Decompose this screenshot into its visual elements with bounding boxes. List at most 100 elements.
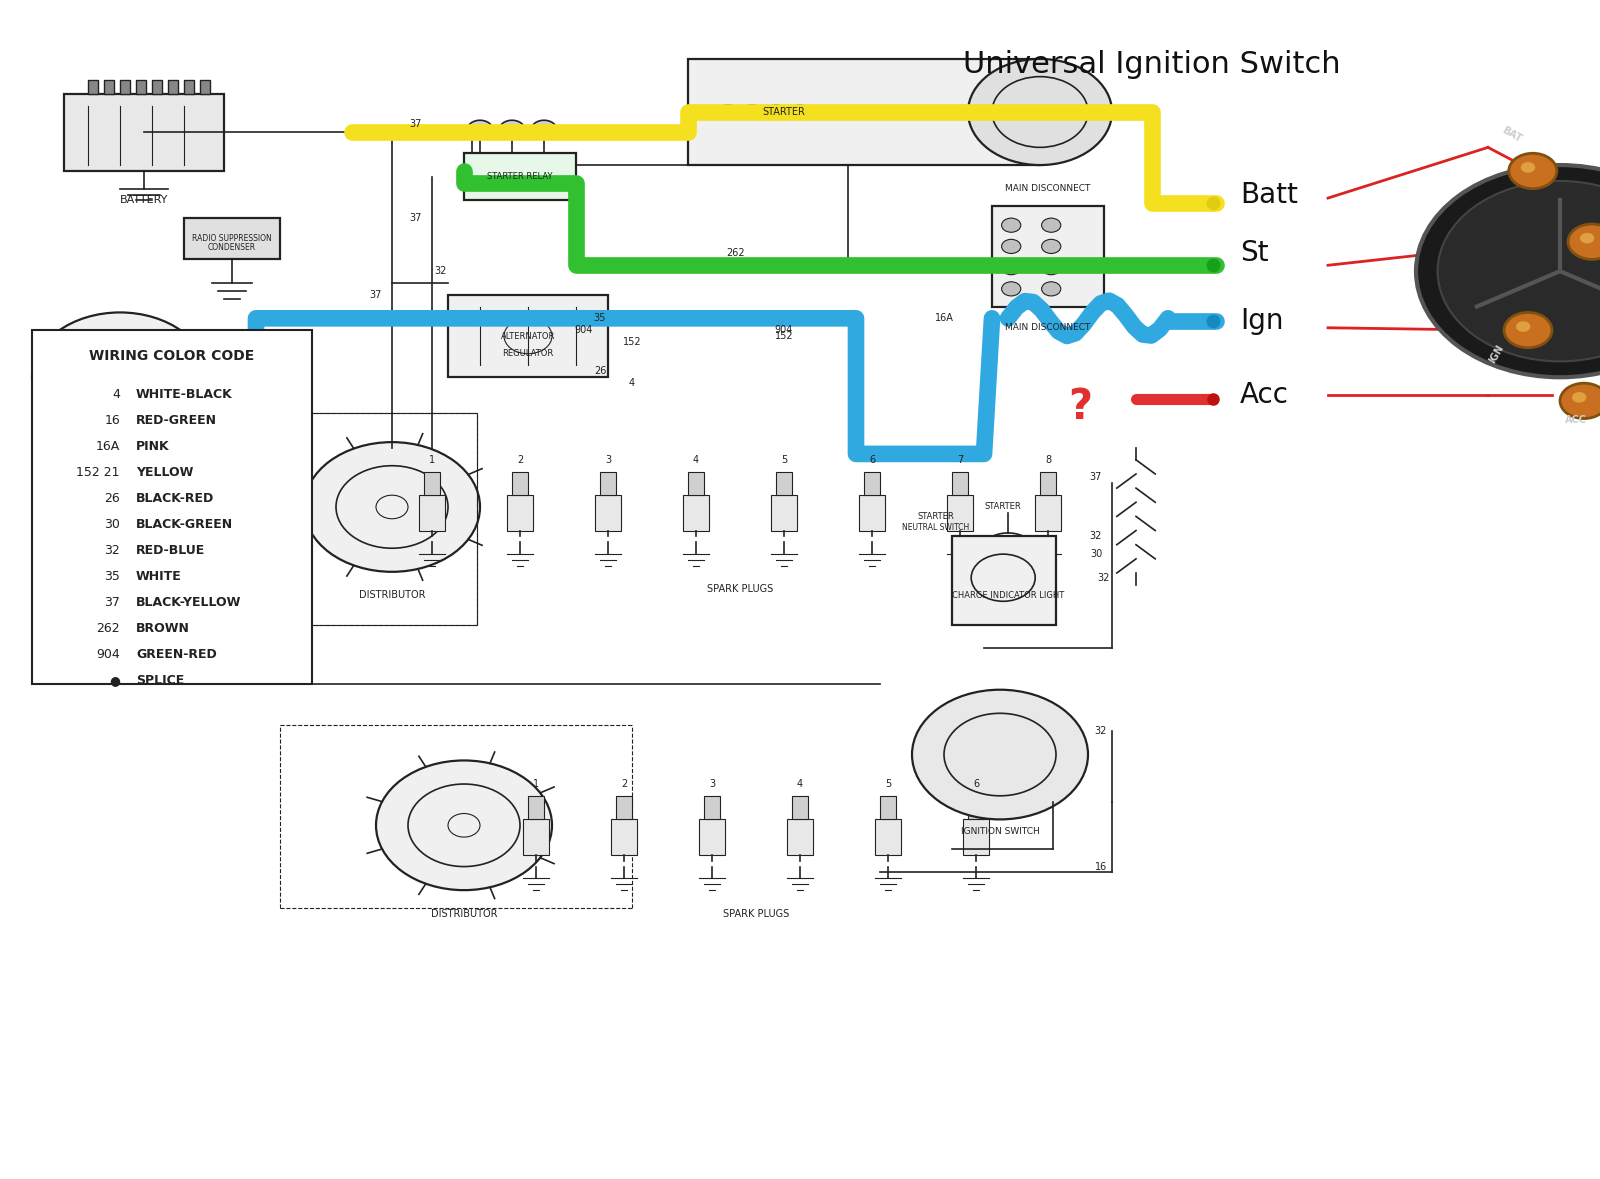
Text: 37: 37: [104, 595, 120, 610]
Circle shape: [1571, 391, 1587, 403]
Text: 262: 262: [726, 249, 746, 258]
Text: ●: ●: [109, 673, 120, 687]
Text: 16: 16: [1094, 862, 1107, 871]
Bar: [152, 80, 162, 94]
Text: 1: 1: [429, 455, 435, 465]
Text: St: St: [1240, 239, 1269, 268]
Text: STARTER: STARTER: [918, 512, 954, 521]
Text: STARTER: STARTER: [986, 502, 1021, 512]
Bar: [704, 796, 720, 819]
Text: 152: 152: [622, 337, 642, 347]
Text: 5: 5: [885, 779, 891, 789]
Text: STARTER RELAY: STARTER RELAY: [488, 172, 552, 182]
Bar: [875, 819, 901, 855]
Text: BROWN: BROWN: [136, 621, 190, 635]
Text: 2: 2: [517, 455, 523, 465]
Circle shape: [912, 690, 1088, 819]
Bar: [688, 59, 1040, 165]
Text: 904: 904: [774, 325, 794, 335]
Bar: [947, 495, 973, 531]
Text: 37: 37: [410, 213, 422, 223]
Text: 37: 37: [410, 119, 422, 129]
Circle shape: [1002, 261, 1021, 275]
Text: IGNITION SWITCH: IGNITION SWITCH: [960, 826, 1040, 836]
Circle shape: [531, 120, 557, 139]
Text: ?: ?: [1067, 386, 1093, 428]
Circle shape: [1042, 218, 1061, 232]
Text: 35: 35: [104, 569, 120, 584]
Bar: [880, 796, 896, 819]
Bar: [787, 819, 813, 855]
Text: Ign: Ign: [1240, 307, 1283, 335]
Text: 26: 26: [594, 367, 606, 376]
Text: MAIN DISCONNECT: MAIN DISCONNECT: [1005, 323, 1091, 332]
Circle shape: [968, 59, 1112, 165]
Bar: [512, 472, 528, 495]
Text: 37: 37: [1090, 473, 1102, 482]
Circle shape: [1002, 218, 1021, 232]
Text: 1: 1: [533, 779, 539, 789]
Text: NEUTRAL SWITCH: NEUTRAL SWITCH: [902, 522, 970, 532]
Bar: [237, 413, 477, 625]
Bar: [952, 472, 968, 495]
Bar: [611, 819, 637, 855]
Text: 30: 30: [104, 518, 120, 532]
Text: 16A: 16A: [934, 314, 954, 323]
Text: 904: 904: [574, 325, 594, 335]
Text: 37: 37: [370, 290, 382, 299]
Bar: [64, 94, 224, 171]
Text: BATTERY: BATTERY: [120, 196, 168, 205]
Text: GREEN-RED: GREEN-RED: [136, 647, 216, 661]
Text: DISTRIBUTOR: DISTRIBUTOR: [358, 591, 426, 600]
Text: IGN: IGN: [1486, 343, 1506, 364]
Bar: [992, 206, 1104, 307]
Text: 3: 3: [605, 455, 611, 465]
Text: STARTER: STARTER: [763, 107, 805, 117]
Bar: [120, 80, 130, 94]
Circle shape: [32, 312, 208, 442]
Text: 32: 32: [1090, 532, 1102, 541]
Bar: [595, 495, 621, 531]
Text: 35: 35: [594, 314, 606, 323]
Circle shape: [1002, 282, 1021, 296]
Text: ACC: ACC: [1565, 415, 1587, 424]
Bar: [200, 80, 210, 94]
Text: 152: 152: [774, 331, 794, 341]
Bar: [523, 819, 549, 855]
Text: 6: 6: [869, 455, 875, 465]
Circle shape: [1416, 165, 1600, 377]
Text: 904: 904: [96, 647, 120, 661]
Text: CONDENSER: CONDENSER: [208, 243, 256, 252]
Text: BAT: BAT: [1501, 125, 1523, 144]
Text: SPARK PLUGS: SPARK PLUGS: [723, 909, 789, 918]
Text: 5: 5: [781, 455, 787, 465]
Circle shape: [376, 760, 552, 890]
Bar: [168, 80, 178, 94]
Text: BLACK-RED: BLACK-RED: [136, 492, 214, 506]
Text: 32: 32: [434, 266, 446, 276]
Text: RED-BLUE: RED-BLUE: [136, 544, 205, 558]
Text: BLACK-GREEN: BLACK-GREEN: [136, 518, 234, 532]
Bar: [1035, 495, 1061, 531]
Circle shape: [1042, 239, 1061, 253]
Bar: [424, 472, 440, 495]
Bar: [419, 495, 445, 531]
Text: Universal Ignition Switch: Universal Ignition Switch: [963, 51, 1341, 79]
Text: MAIN DISCONNECT: MAIN DISCONNECT: [1005, 184, 1091, 193]
Bar: [792, 796, 808, 819]
Bar: [952, 536, 1056, 625]
Bar: [776, 472, 792, 495]
Bar: [771, 495, 797, 531]
Text: 16A: 16A: [96, 440, 120, 454]
Text: 2: 2: [621, 779, 627, 789]
Bar: [448, 295, 608, 377]
Bar: [963, 819, 989, 855]
Text: DISTRIBUTOR: DISTRIBUTOR: [430, 909, 498, 918]
Text: IGNITION COIL: IGNITION COIL: [85, 656, 155, 665]
Circle shape: [1042, 261, 1061, 275]
Text: BLACK-YELLOW: BLACK-YELLOW: [136, 595, 242, 610]
Text: RED-GREEN: RED-GREEN: [136, 414, 218, 428]
Bar: [699, 819, 725, 855]
Text: Acc: Acc: [1240, 381, 1290, 409]
Text: ALTERNATOR: ALTERNATOR: [88, 461, 152, 470]
